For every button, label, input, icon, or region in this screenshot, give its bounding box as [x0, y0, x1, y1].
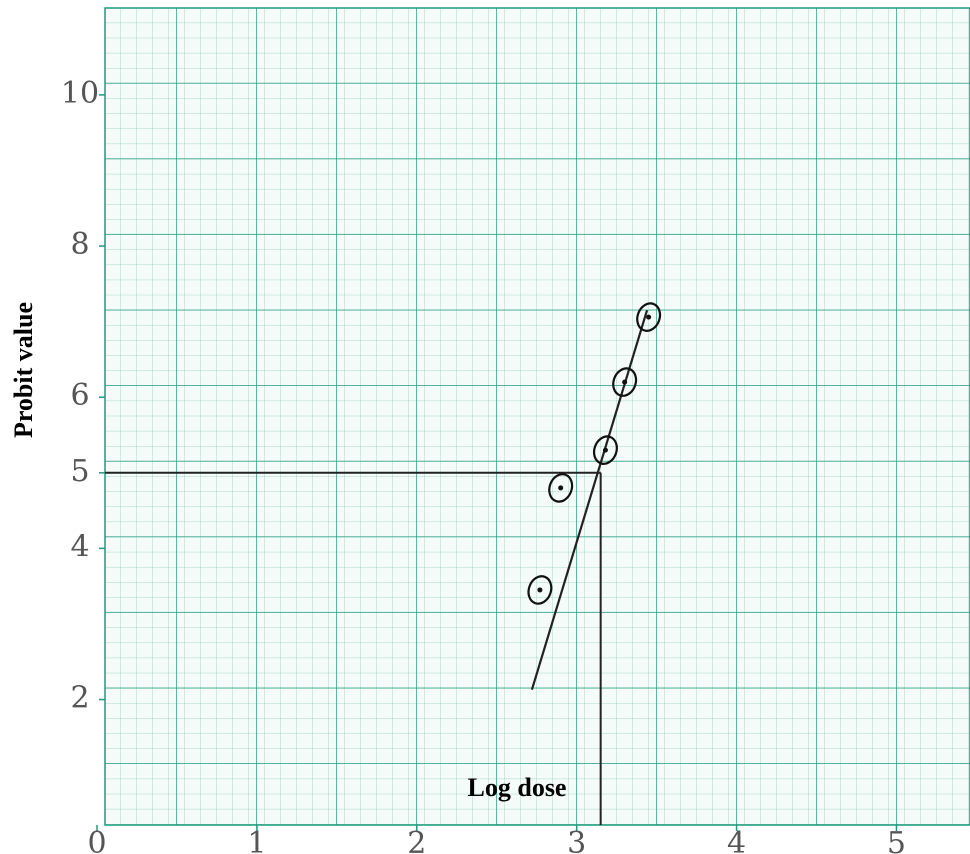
x-tick-label: 0: [87, 826, 106, 854]
point: [603, 448, 608, 453]
y-tick-label: 10: [61, 76, 99, 111]
graph-paper-major: [105, 8, 970, 825]
y-axis-label: Probit value: [9, 302, 38, 438]
y-tick-label: 2: [70, 681, 89, 716]
x-tick-label: 2: [407, 826, 426, 854]
point: [646, 315, 651, 320]
point: [537, 587, 542, 592]
point: [622, 380, 627, 385]
point: [558, 485, 563, 490]
x-tick-label: 1: [247, 826, 266, 854]
x-axis-label: Log dose: [468, 773, 567, 802]
x-tick-label: 5: [887, 826, 906, 854]
chart: Log dose Probit value 0 1 2 3 4 5 2 4 5 6 8 10: [0, 0, 970, 854]
y-tick-label: 4: [70, 529, 89, 564]
y-tick-label: 6: [70, 378, 89, 413]
x-tick-label: 3: [567, 826, 586, 854]
page: Log dose Probit value 0123452456810 (() …: [0, 0, 970, 854]
x-tick-label: 4: [727, 826, 746, 854]
y-tick-label: 5: [70, 454, 89, 489]
y-tick-label: 8: [70, 227, 89, 262]
